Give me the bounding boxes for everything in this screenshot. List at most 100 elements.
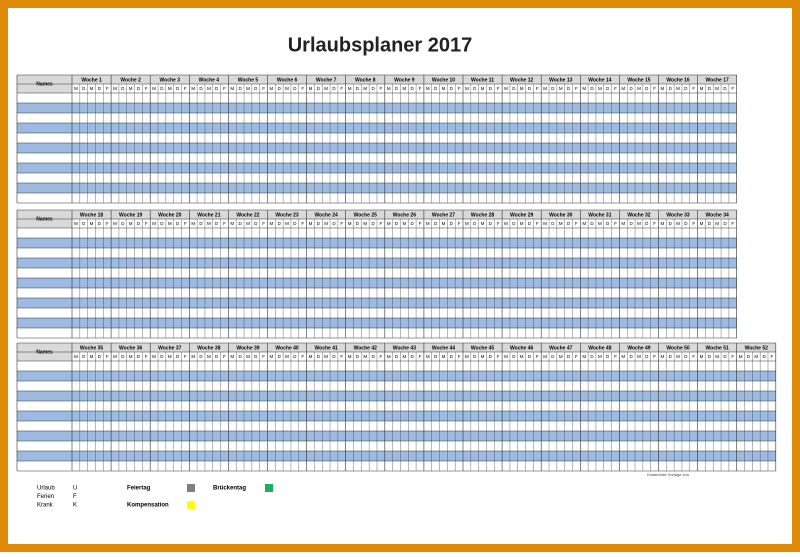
legend-swatch bbox=[187, 501, 195, 509]
day-label: D bbox=[395, 86, 399, 91]
day-label: M bbox=[230, 354, 234, 359]
day-label: D bbox=[395, 221, 399, 226]
week-label: Woche 16 bbox=[666, 77, 689, 83]
week-label: Woche 14 bbox=[588, 77, 611, 83]
day-label: D bbox=[254, 86, 258, 91]
names-label: Names bbox=[36, 349, 53, 355]
week-label: Woche 49 bbox=[627, 345, 650, 351]
day-label: D bbox=[528, 86, 532, 91]
week-label: Woche 18 bbox=[80, 212, 103, 218]
day-label: M bbox=[598, 86, 602, 91]
week-label: Woche 46 bbox=[510, 345, 533, 351]
day-label: M bbox=[309, 354, 313, 359]
day-label: D bbox=[293, 221, 297, 226]
day-label: M bbox=[90, 221, 94, 226]
week-label: Woche 17 bbox=[706, 77, 729, 83]
day-label: M bbox=[465, 221, 469, 226]
week-label: Woche 26 bbox=[393, 212, 416, 218]
legend-swatch bbox=[187, 484, 195, 492]
day-label: F bbox=[536, 354, 539, 359]
header-row bbox=[17, 210, 737, 219]
day-label: D bbox=[528, 354, 532, 359]
day-label: D bbox=[199, 354, 203, 359]
day-label: M bbox=[637, 354, 641, 359]
day-label: D bbox=[239, 354, 243, 359]
day-label: M bbox=[700, 354, 704, 359]
week-label: Woche 28 bbox=[471, 212, 494, 218]
day-label: M bbox=[129, 221, 133, 226]
day-label: M bbox=[582, 354, 586, 359]
day-label: M bbox=[90, 86, 94, 91]
day-label: F bbox=[106, 86, 109, 91]
day-label: F bbox=[145, 354, 148, 359]
week-label: Woche 39 bbox=[236, 345, 259, 351]
week-label: Woche 20 bbox=[158, 212, 181, 218]
day-label: F bbox=[223, 221, 226, 226]
day-label: F bbox=[184, 354, 187, 359]
day-label: D bbox=[411, 86, 415, 91]
day-label: M bbox=[598, 354, 602, 359]
week-label: Woche 6 bbox=[277, 77, 298, 83]
day-label: D bbox=[567, 354, 571, 359]
week-label: Woche 23 bbox=[275, 212, 298, 218]
row-shade bbox=[17, 371, 776, 381]
day-label: F bbox=[575, 221, 578, 226]
day-label: D bbox=[371, 86, 375, 91]
day-label: M bbox=[402, 86, 406, 91]
week-label: Woche 13 bbox=[549, 77, 572, 83]
week-label: Woche 3 bbox=[160, 77, 181, 83]
day-label: D bbox=[160, 221, 164, 226]
day-label: D bbox=[590, 354, 594, 359]
week-label: Woche 27 bbox=[432, 212, 455, 218]
day-label: D bbox=[645, 354, 649, 359]
day-label: F bbox=[771, 354, 774, 359]
week-label: Woche 35 bbox=[80, 345, 103, 351]
week-label: Woche 41 bbox=[315, 345, 338, 351]
day-label: M bbox=[363, 86, 367, 91]
day-label: D bbox=[473, 86, 477, 91]
day-label: D bbox=[278, 354, 282, 359]
day-label: M bbox=[676, 221, 680, 226]
day-label: M bbox=[324, 354, 328, 359]
day-label: M bbox=[700, 221, 704, 226]
day-label: F bbox=[340, 354, 343, 359]
row-shade bbox=[17, 431, 776, 441]
day-label: D bbox=[137, 221, 141, 226]
legend-label: Feiertag bbox=[127, 486, 151, 492]
day-label: M bbox=[621, 221, 625, 226]
day-label: F bbox=[301, 86, 304, 91]
day-label: M bbox=[543, 354, 547, 359]
day-label: D bbox=[606, 86, 610, 91]
day-label: F bbox=[497, 354, 500, 359]
day-label: D bbox=[630, 354, 634, 359]
day-label: M bbox=[481, 354, 485, 359]
day-label: M bbox=[387, 354, 391, 359]
day-label: M bbox=[426, 86, 430, 91]
day-label: D bbox=[489, 86, 493, 91]
day-label: D bbox=[450, 354, 454, 359]
legend-code: U bbox=[73, 486, 77, 492]
day-label: M bbox=[348, 221, 352, 226]
day-label: F bbox=[184, 86, 187, 91]
day-label: F bbox=[731, 86, 734, 91]
day-label: D bbox=[630, 221, 634, 226]
legend-label: Kompensation bbox=[127, 503, 169, 509]
day-label: F bbox=[419, 221, 422, 226]
week-label: Woche 24 bbox=[315, 212, 338, 218]
day-label: M bbox=[481, 86, 485, 91]
day-label: D bbox=[254, 354, 258, 359]
day-label: F bbox=[301, 221, 304, 226]
week-label: Woche 37 bbox=[158, 345, 181, 351]
day-label: M bbox=[621, 354, 625, 359]
day-label: D bbox=[762, 354, 766, 359]
week-label: Woche 11 bbox=[471, 77, 494, 83]
day-label: M bbox=[191, 221, 195, 226]
day-label: M bbox=[676, 86, 680, 91]
legend-swatch bbox=[265, 484, 273, 492]
day-label: D bbox=[317, 86, 321, 91]
week-label: Woche 15 bbox=[627, 77, 650, 83]
day-label: M bbox=[129, 86, 133, 91]
day-label: F bbox=[223, 86, 226, 91]
day-label: M bbox=[285, 221, 289, 226]
